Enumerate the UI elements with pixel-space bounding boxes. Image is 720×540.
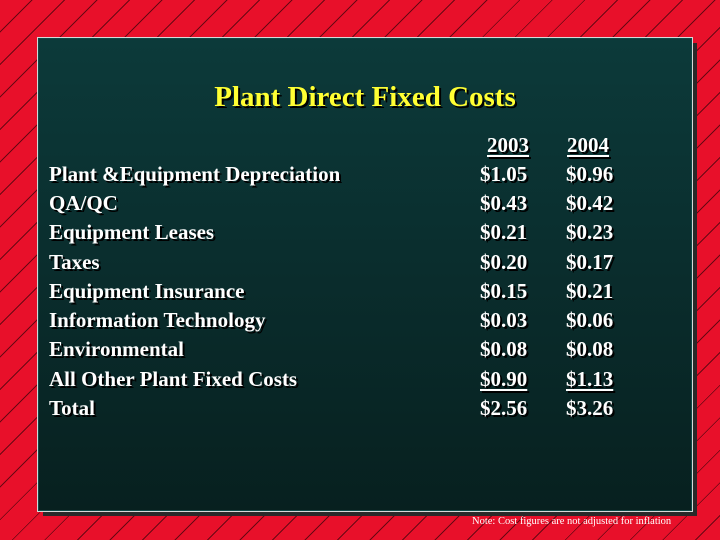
- value-2003: $0.08: [480, 337, 528, 361]
- slide-title: Plant Direct Fixed Costs: [214, 81, 516, 113]
- row-label: Environmental: [49, 337, 184, 361]
- table-row: Equipment Insurance $0.15 $0.21: [38, 279, 692, 309]
- row-label: Information Technology: [49, 308, 266, 332]
- table-row: Equipment Leases $0.21 $0.23: [38, 220, 692, 250]
- row-label: Equipment Insurance: [49, 279, 245, 303]
- table-row: Environmental $0.08 $0.08: [38, 337, 692, 367]
- value-2004: $3.26: [566, 396, 614, 420]
- value-2003: $1.05: [480, 162, 528, 186]
- value-2003: $0.90: [480, 367, 528, 391]
- table-row: Information Technology $0.03 $0.06: [38, 308, 692, 338]
- table-row: Plant &Equipment Depreciation $1.05 $0.9…: [38, 162, 692, 192]
- table-row-total: Total $2.56 $3.26: [38, 396, 692, 426]
- value-2003: $0.43: [480, 191, 528, 215]
- value-2004: $1.13: [566, 367, 614, 391]
- row-label: Taxes: [49, 250, 100, 274]
- row-label: Equipment Leases: [49, 220, 215, 244]
- value-2003: $2.56: [480, 396, 528, 420]
- table-row: Taxes $0.20 $0.17: [38, 250, 692, 280]
- value-2003: $0.15: [480, 279, 528, 303]
- value-2004: $0.21: [566, 279, 614, 303]
- row-label: QA/QC: [49, 191, 118, 215]
- value-2004: $0.08: [566, 337, 614, 361]
- table-row: QA/QC $0.43 $0.42: [38, 191, 692, 221]
- value-2003: $0.21: [480, 220, 528, 244]
- value-2003: $0.20: [480, 250, 528, 274]
- value-2004: $0.42: [566, 191, 614, 215]
- value-2004: $0.23: [566, 220, 614, 244]
- row-label: Total: [49, 396, 95, 420]
- value-2004: $0.96: [566, 162, 614, 186]
- row-label: Plant &Equipment Depreciation: [49, 162, 341, 186]
- table-row: All Other Plant Fixed Costs $0.90 $1.13: [38, 367, 692, 397]
- column-header-2004: 2004: [567, 133, 609, 157]
- row-label: All Other Plant Fixed Costs: [49, 367, 298, 391]
- slide-panel: Plant Direct Fixed Costs 2003 2004 Plant…: [37, 37, 693, 512]
- table-header-row: 2003 2004: [38, 133, 692, 163]
- value-2004: $0.17: [566, 250, 614, 274]
- value-2004: $0.06: [566, 308, 614, 332]
- value-2003: $0.03: [480, 308, 528, 332]
- column-header-2003: 2003: [487, 133, 529, 157]
- footnote: Note: Cost figures are not adjusted for …: [472, 516, 672, 527]
